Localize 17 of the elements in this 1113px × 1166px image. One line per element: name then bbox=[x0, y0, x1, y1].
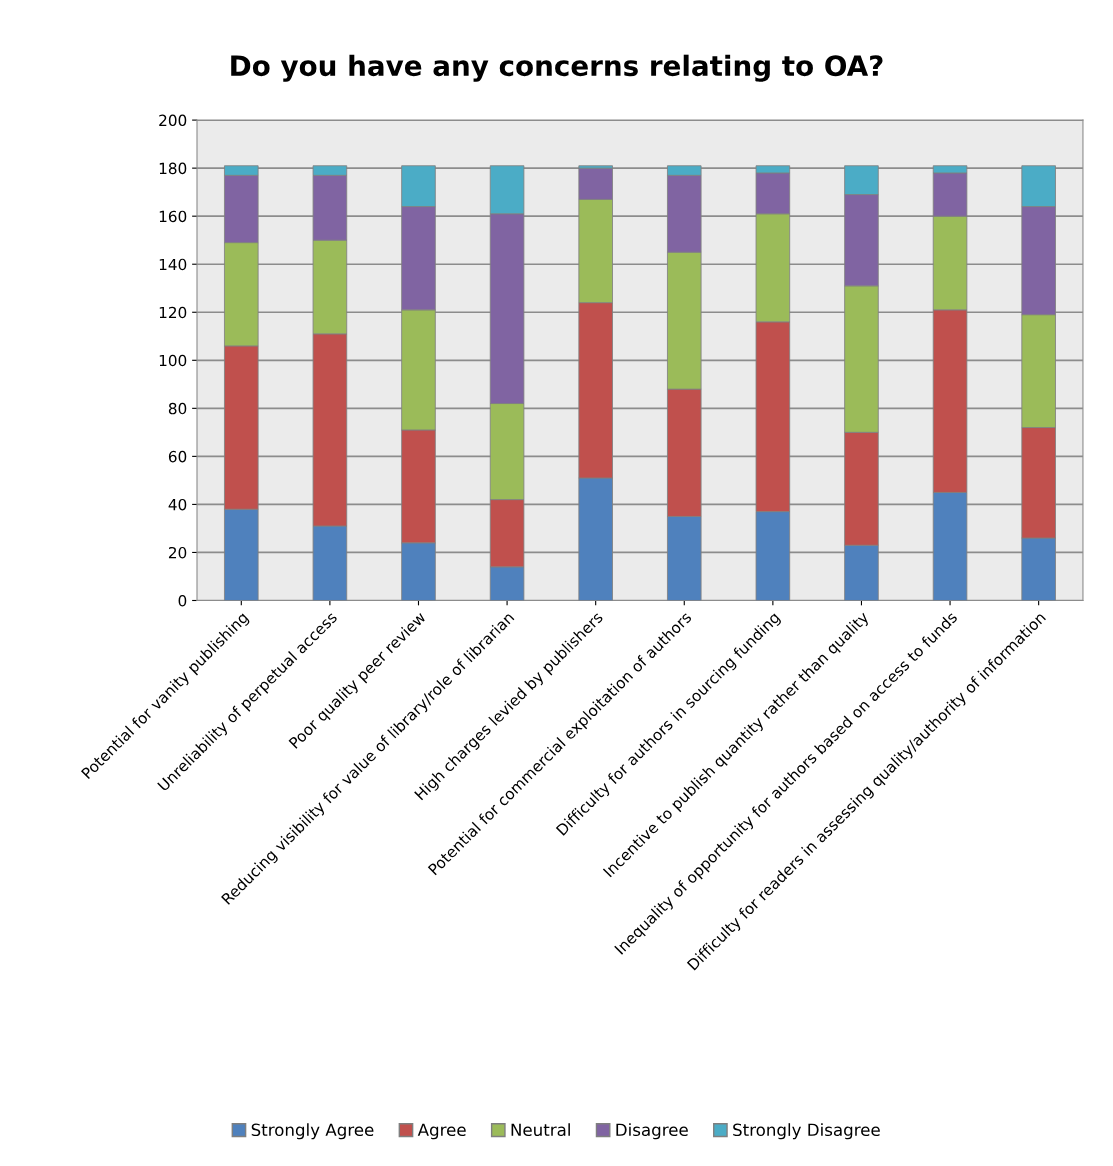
legend-label: Agree bbox=[417, 1123, 466, 1140]
chart-title: Do you have any concerns relating to OA? bbox=[231, 54, 883, 82]
y-tick-label: 200 bbox=[159, 114, 187, 127]
y-tick-label: 0 bbox=[178, 594, 187, 607]
y-tick-label: 80 bbox=[168, 402, 187, 415]
y-tick-label: 160 bbox=[159, 210, 187, 223]
y-tick-label: 120 bbox=[159, 306, 187, 319]
legend-label: Disagree bbox=[616, 1123, 688, 1140]
y-tick-label: 100 bbox=[159, 354, 187, 367]
y-tick-label: 180 bbox=[159, 162, 187, 175]
legend-label: Strongly Disagree bbox=[733, 1123, 880, 1140]
legend-label: Neutral bbox=[511, 1123, 570, 1137]
y-tick-label: 140 bbox=[159, 258, 187, 271]
y-tick-label: 60 bbox=[168, 450, 187, 463]
y-tick-label: 40 bbox=[168, 498, 187, 511]
legend-label: Strongly Agree bbox=[251, 1123, 374, 1140]
y-tick-label: 20 bbox=[168, 546, 187, 559]
